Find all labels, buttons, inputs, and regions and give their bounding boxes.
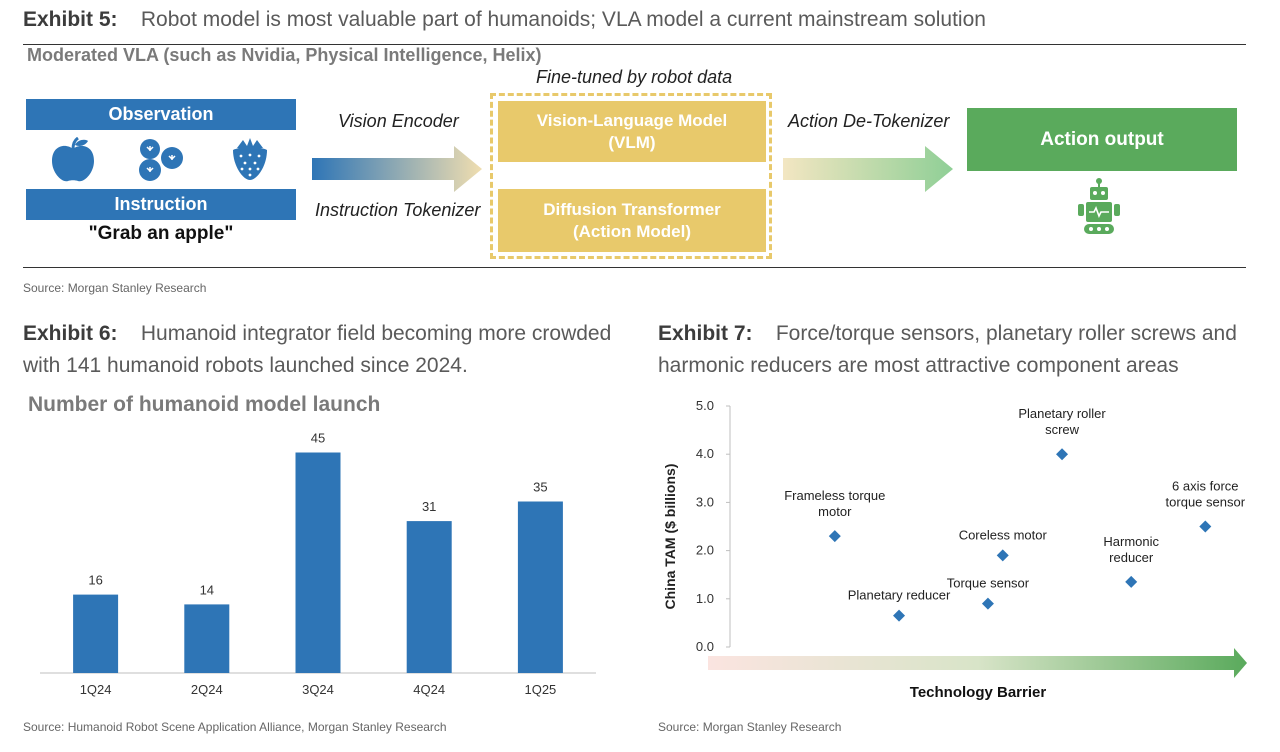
point-label-frameless-torque-motor: Frameless torque motor	[784, 488, 885, 519]
y-tick-label: 0.0	[696, 639, 714, 654]
point-label-harmonic-reducer: Harmonic reducer	[1103, 534, 1159, 565]
exhibit5-title-text: Robot model is most valuable part of hum…	[140, 8, 986, 31]
bar-value-label-3Q24: 45	[311, 431, 325, 446]
dt-line2: (Action Model)	[572, 221, 692, 241]
exhibit7-title: Exhibit 7: Force/torque sensors, planeta…	[658, 318, 1258, 382]
x-tick-label-1Q24: 1Q24	[80, 682, 112, 697]
action-output-box: Action output	[967, 108, 1237, 171]
exhibit7-title-line2: harmonic reducers are most attractive co…	[658, 354, 1179, 377]
exhibit6-label: Exhibit 6:	[23, 322, 118, 345]
fine-tuned-dashed-box	[490, 93, 772, 259]
point-coreless-motor	[996, 549, 1009, 562]
x-tick-label-3Q24: 3Q24	[302, 682, 334, 697]
vlm-line2: (VLM)	[608, 132, 656, 152]
x-tick-label-4Q24: 4Q24	[413, 682, 445, 697]
blueberries-icon	[139, 139, 183, 181]
bar-value-label-2Q24: 14	[200, 582, 214, 597]
robot-icon	[1078, 178, 1120, 234]
point-label-torque-sensor: Torque sensor	[947, 576, 1030, 591]
y-tick-label: 5.0	[696, 398, 714, 413]
point-label-coreless-motor: Coreless motor	[959, 527, 1048, 542]
exhibit5-label: Exhibit 5:	[23, 8, 118, 31]
exhibit6-title-line2: with 141 humanoid robots launched since …	[23, 354, 468, 377]
exhibit7-source: Source: Morgan Stanley Research	[658, 720, 842, 734]
encoder-arrow	[312, 146, 482, 192]
x-tick-label-2Q24: 2Q24	[191, 682, 223, 697]
exhibit5-source: Source: Morgan Stanley Research	[23, 281, 207, 295]
detokenizer-arrow	[783, 146, 953, 192]
vision-encoder-label: Vision Encoder	[338, 111, 459, 131]
point-harmonic-reducer	[1125, 575, 1138, 588]
apple-icon	[52, 137, 94, 182]
x-tick-label-1Q25: 1Q25	[524, 682, 556, 697]
y-tick-label: 2.0	[696, 543, 714, 558]
point-planetary-reducer	[893, 609, 906, 622]
strawberry-icon	[233, 138, 267, 180]
point-label-6-axis-force-torque-sensor: 6 axis force torque sensor	[1166, 479, 1246, 510]
y-tick-label: 3.0	[696, 494, 714, 509]
bar-1Q25	[517, 501, 563, 673]
exhibit5-bottom-rule	[23, 267, 1246, 268]
point-label-planetary-roller-screw: Planetary roller screw	[1018, 406, 1106, 437]
exhibit6-title-line1: Humanoid integrator field becoming more …	[140, 322, 612, 345]
exhibit5-top-rule	[23, 44, 1246, 45]
exhibit7-title-line1: Force/torque sensors, planetary roller s…	[775, 322, 1237, 345]
bar-4Q24	[406, 521, 452, 673]
vlm-box: Vision-Language Model (VLM)	[498, 101, 766, 162]
instruction-text: "Grab an apple"	[88, 223, 234, 244]
diffusion-transformer-box: Diffusion Transformer (Action Model)	[498, 189, 766, 252]
exhibit7-label: Exhibit 7:	[658, 322, 753, 345]
point-label-planetary-reducer: Planetary reducer	[848, 588, 951, 603]
point-frameless-torque-motor	[828, 530, 841, 543]
bar-chart-title: Number of humanoid model launch	[28, 393, 381, 416]
vlm-line1: Vision-Language Model	[536, 110, 728, 130]
point-torque-sensor	[981, 597, 994, 610]
bar-2Q24	[184, 604, 230, 673]
y-tick-label: 1.0	[696, 591, 714, 606]
exhibit5-subheading: Moderated VLA (such as Nvidia, Physical …	[27, 45, 542, 65]
exhibit6-source: Source: Humanoid Robot Scene Application…	[23, 720, 447, 734]
point-6-axis-force-torque-sensor	[1199, 520, 1212, 533]
fine-tuned-label: Fine-tuned by robot data	[536, 67, 733, 87]
bar-3Q24	[295, 452, 341, 673]
x-axis-title: Technology Barrier	[910, 684, 1047, 701]
technology-barrier-arrow	[708, 648, 1247, 678]
exhibit5-title: Exhibit 5: Robot model is most valuable …	[23, 4, 1243, 36]
exhibit6-title: Exhibit 6: Humanoid integrator field bec…	[23, 318, 623, 382]
point-planetary-roller-screw	[1056, 448, 1069, 461]
bar-value-label-4Q24: 31	[422, 499, 436, 514]
y-axis-title: China TAM ($ billions)	[662, 464, 678, 610]
scatter-chart: 0.0 1.0 2.0 3.0 4.0 5.0 China TAM ($ billions)…	[662, 398, 1247, 701]
instruction-tokenizer-label: Instruction Tokenizer	[315, 200, 481, 220]
y-tick-label: 4.0	[696, 446, 714, 461]
bar-1Q24	[73, 594, 119, 673]
observation-bar: Observation	[26, 99, 296, 130]
dt-line1: Diffusion Transformer	[543, 199, 721, 219]
instruction-bar: Instruction	[26, 189, 296, 220]
bar-chart: 16 1Q24 14 2Q24 45 3Q24 31 4Q24 35 1Q25	[40, 431, 596, 697]
bar-value-label-1Q24: 16	[88, 573, 102, 588]
action-detokenizer-label: Action De-Tokenizer	[788, 111, 950, 131]
bar-value-label-1Q25: 35	[533, 480, 547, 495]
